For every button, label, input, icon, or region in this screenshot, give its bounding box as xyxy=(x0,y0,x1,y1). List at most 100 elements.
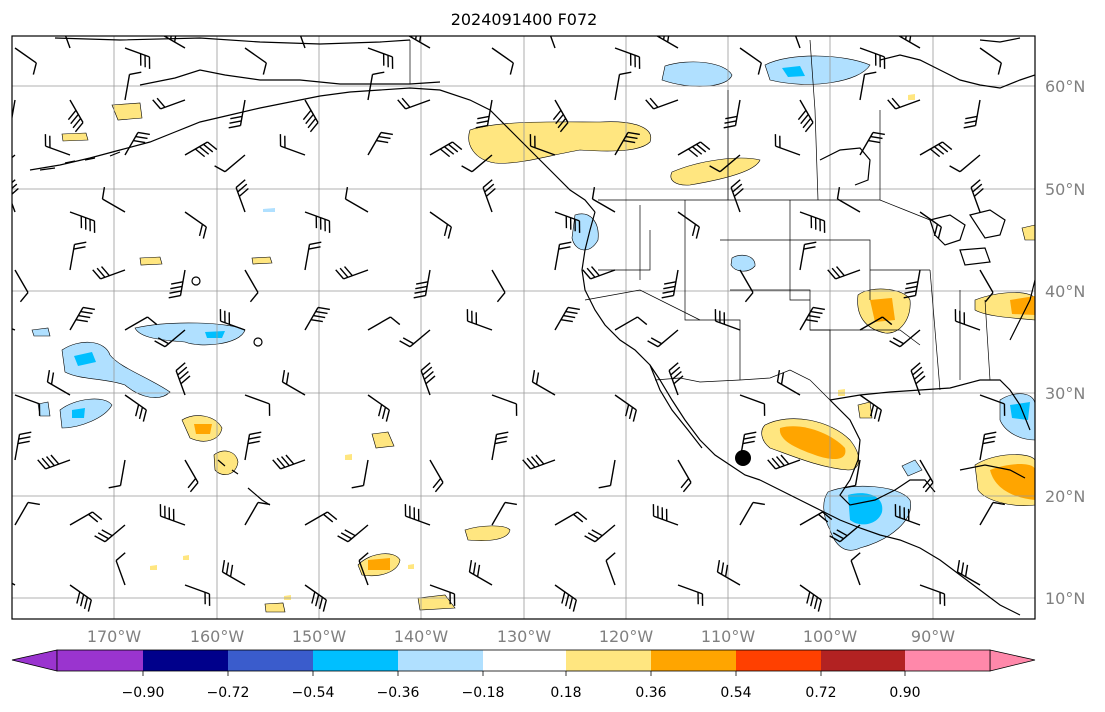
colorbar-tick-label: 0.54 xyxy=(720,685,751,701)
lon-label: 120°W xyxy=(599,627,654,646)
colorbar-segment xyxy=(905,650,990,671)
wind-barb xyxy=(14,394,41,416)
colorbar-tick-label: −0.72 xyxy=(207,685,250,701)
wind-barb xyxy=(367,47,394,69)
wind-barb xyxy=(184,459,199,493)
colorbar: −0.90 −0.72 −0.54 −0.36 −0.18 0.18 0.36 0.54 0.7… xyxy=(11,649,1036,701)
wind-barb xyxy=(614,394,637,422)
wind-barb xyxy=(919,141,953,158)
colorbar-segment xyxy=(821,650,905,671)
wind-barb xyxy=(799,306,825,331)
wind-barb xyxy=(739,501,765,526)
lat-label: 50°N xyxy=(1045,180,1085,199)
wind-barb xyxy=(889,329,921,348)
colorbar-segment xyxy=(736,650,821,671)
wind-barb xyxy=(919,459,934,493)
wind-barb xyxy=(14,431,32,461)
wind-barb xyxy=(979,269,994,303)
wind-barb xyxy=(420,362,436,396)
lon-label: 130°W xyxy=(497,627,552,646)
lat-label: 60°N xyxy=(1045,77,1085,96)
colorbar-tick-label: 0.36 xyxy=(635,685,666,701)
wind-barb xyxy=(661,269,679,299)
wind-barb xyxy=(491,431,509,461)
wind-barb xyxy=(124,131,150,156)
wind-barb xyxy=(949,154,981,173)
wind-barb xyxy=(774,134,801,156)
wind-barb xyxy=(304,306,330,331)
wind-barb xyxy=(46,370,71,396)
calm-circle xyxy=(191,276,201,286)
wind-barb xyxy=(582,266,616,280)
wind-barb xyxy=(152,97,186,110)
wind-barb xyxy=(919,584,946,606)
lon-label: 170°W xyxy=(87,627,142,646)
lon-label: 110°W xyxy=(701,627,756,646)
wind-barb xyxy=(799,511,833,526)
wind-barb xyxy=(304,241,322,271)
wind-barb xyxy=(531,370,556,396)
wind-barb xyxy=(367,71,385,101)
colorbar-segment xyxy=(143,650,228,671)
wind-barb xyxy=(124,71,142,101)
wind-barb xyxy=(979,47,1002,75)
longitude-labels: 170°W 160°W 150°W 140°W 130°W 120°W 110°… xyxy=(87,627,955,646)
wind-barb xyxy=(397,97,431,110)
colorbar-tick-label: −0.90 xyxy=(122,685,165,701)
lon-label: 100°W xyxy=(803,627,858,646)
wind-barb xyxy=(979,431,997,461)
political-borders xyxy=(409,39,991,401)
lon-label: 160°W xyxy=(190,627,245,646)
wind-barb xyxy=(367,131,393,156)
wind-barb xyxy=(554,511,588,526)
wind-barb xyxy=(302,99,319,133)
wind-barb xyxy=(794,36,801,49)
wind-barb xyxy=(584,524,616,543)
colorbar-outline xyxy=(56,649,991,672)
wind-barb xyxy=(605,552,616,586)
wind-barb xyxy=(716,560,741,586)
wind-barb xyxy=(64,36,71,49)
wind-barb xyxy=(429,584,456,606)
colorbar-extend-max xyxy=(989,649,1036,672)
wind-barb xyxy=(859,71,877,101)
wind-barb xyxy=(677,211,700,239)
calm-circle xyxy=(253,337,263,347)
wind-barb xyxy=(221,560,246,586)
wind-barb xyxy=(776,370,801,396)
lat-label: 30°N xyxy=(1045,384,1085,403)
wind-barb xyxy=(281,370,306,396)
wind-barb xyxy=(647,329,679,348)
colorbar-tick-label: 0.72 xyxy=(805,685,836,701)
lat-label: 40°N xyxy=(1045,282,1085,301)
wind-barb xyxy=(461,154,493,173)
wind-barb xyxy=(614,47,641,69)
wind-barb xyxy=(184,141,218,158)
lon-label: 90°W xyxy=(911,627,955,646)
wind-barb xyxy=(14,269,29,303)
colorbar-segment xyxy=(651,650,736,671)
wind-barb xyxy=(714,309,741,331)
wind-barb xyxy=(429,459,444,493)
wind-barb xyxy=(887,97,921,110)
wind-barb xyxy=(799,211,826,233)
wind-barb xyxy=(168,269,186,299)
wind-barb xyxy=(279,134,306,156)
wind-barb xyxy=(244,501,270,526)
wind-barb xyxy=(529,134,556,156)
wind-barb xyxy=(14,47,37,75)
wind-barb xyxy=(299,36,306,49)
wind-barb xyxy=(358,552,369,586)
wind-barb xyxy=(304,511,338,526)
colorbar-tick-label: 0.18 xyxy=(550,685,581,701)
wind-barb xyxy=(184,584,211,606)
wind-barb xyxy=(827,266,861,280)
wind-barb xyxy=(482,179,496,213)
wind-barb xyxy=(859,316,893,331)
wind-barb xyxy=(67,99,84,133)
wind-barb xyxy=(429,211,452,239)
wind-barb xyxy=(859,131,885,156)
wind-barb xyxy=(244,47,267,75)
wind-barb xyxy=(244,431,262,461)
